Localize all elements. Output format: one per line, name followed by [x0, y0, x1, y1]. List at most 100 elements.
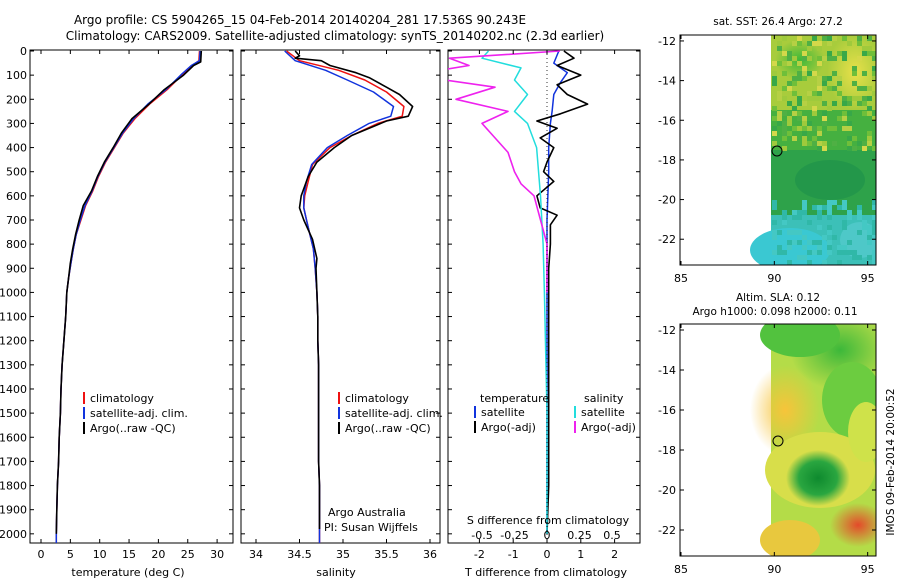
- sst-pixel: [872, 200, 876, 205]
- sst-pixel: [862, 51, 867, 56]
- t-difference-x-label: T difference from climatology: [464, 566, 627, 579]
- sst-pixel: [777, 61, 782, 66]
- sla-map-axes: 85 90 95 -12 -14 -16 -18 -20 -22: [658, 324, 876, 576]
- sst-pixel: [872, 56, 876, 61]
- depth-tick-label: 800: [6, 238, 27, 251]
- sst-pixel: [782, 61, 787, 66]
- sst-pixel: [782, 136, 787, 141]
- t-difference-x-axis: -2 -1 0 1 2: [474, 50, 618, 561]
- sst-pixel: [782, 146, 787, 151]
- sst-pixel: [872, 116, 876, 121]
- sst-pixel: [827, 126, 832, 131]
- salinity-panel-frame: [240, 49, 441, 544]
- sst-pixel: [822, 86, 827, 91]
- sst-pixel: [797, 61, 802, 66]
- sst-pixel: [867, 141, 872, 146]
- sst-pixel: [842, 51, 847, 56]
- sst-pixel: [812, 250, 817, 255]
- sst-pixel: [807, 96, 812, 101]
- sst-pixel: [827, 36, 832, 41]
- sst-pixel: [837, 260, 842, 265]
- map-y-tick-label: -16: [658, 114, 676, 127]
- argo-float-marker: [772, 435, 784, 447]
- sst-pixel: [837, 81, 842, 86]
- x-tick-label: 2: [611, 548, 618, 561]
- depth-tick-label: 1200: [0, 335, 27, 348]
- sst-pixel: [802, 200, 807, 205]
- sst-pixel: [777, 46, 782, 51]
- sst-pixel: [842, 101, 847, 106]
- sla-map-image: [680, 324, 876, 556]
- sst-pixel: [847, 240, 852, 245]
- map-y-tick-label: -12: [658, 324, 676, 337]
- sst-pixel: [847, 136, 852, 141]
- sst-pixel: [782, 220, 787, 225]
- sst-pixel: [827, 240, 832, 245]
- sst-pixel: [792, 56, 797, 61]
- sst-pixel: [872, 235, 876, 240]
- sst-pixel: [777, 245, 782, 250]
- sst-pixel: [802, 121, 807, 126]
- sst-pixel: [852, 250, 857, 255]
- sst-pixel: [832, 101, 837, 106]
- sst-pixel: [787, 245, 792, 250]
- sst-pixel: [817, 126, 822, 131]
- sst-map-title: sat. SST: 26.4 Argo: 27.2: [713, 16, 843, 28]
- sst-pixel: [802, 245, 807, 250]
- x-tick-label: 36: [423, 548, 437, 561]
- legend-label-satellite: satellite-adj. clim.: [345, 407, 443, 420]
- sst-pixel: [817, 210, 822, 215]
- sst-pixel: [787, 260, 792, 265]
- sst-pixel: [817, 146, 822, 151]
- sst-pixel: [872, 260, 876, 265]
- series-line-salinity-argo-adj: [448, 50, 561, 293]
- sst-pixel: [787, 230, 792, 235]
- x-tick-label: 0.25: [567, 529, 592, 542]
- sst-pixel: [822, 121, 827, 126]
- sst-pixel: [827, 106, 832, 111]
- sst-pixel: [807, 56, 812, 61]
- sst-pixel: [857, 255, 862, 260]
- sst-pixel: [857, 86, 862, 91]
- depth-tick-label: 1400: [0, 383, 27, 396]
- sst-pixel: [842, 111, 847, 116]
- sst-pixel: [832, 235, 837, 240]
- sst-pixel: [782, 250, 787, 255]
- sst-pixel: [772, 205, 777, 210]
- sst-pixel: [827, 86, 832, 91]
- sst-pixel: [822, 141, 827, 146]
- sst-pixel: [792, 111, 797, 116]
- sst-pixel: [832, 86, 837, 91]
- sst-pixel: [822, 146, 827, 151]
- series-line-temperature-argo-adj: [536, 50, 589, 534]
- series-line-climatology: [286, 50, 405, 543]
- sst-pixel: [772, 126, 777, 131]
- sst-pixel: [777, 116, 782, 121]
- depth-tick-label: 100: [6, 69, 27, 82]
- sst-pixel: [812, 136, 817, 141]
- sst-pixel: [862, 111, 867, 116]
- note-argo-australia: Argo Australia: [328, 506, 406, 519]
- sst-pixel: [792, 41, 797, 46]
- salinity-legend: climatology satellite-adj. clim. Argo(..…: [338, 392, 443, 435]
- sst-pixel: [772, 76, 777, 81]
- x-tick-label: 34: [249, 548, 263, 561]
- sst-pixel: [822, 235, 827, 240]
- sst-pixel: [822, 111, 827, 116]
- sst-pixel: [872, 71, 876, 76]
- sst-pixel: [817, 76, 822, 81]
- sst-pixel: [827, 210, 832, 215]
- map-y-tick-label: -20: [658, 194, 676, 207]
- sst-pixel: [837, 91, 842, 96]
- sst-pixel: [827, 76, 832, 81]
- depth-tick-label: 500: [6, 166, 27, 179]
- sst-pixel: [847, 141, 852, 146]
- x-tick-label: 20: [151, 548, 165, 561]
- sst-pixel: [822, 116, 827, 121]
- sst-pixel: [837, 51, 842, 56]
- sst-pixel: [807, 250, 812, 255]
- sst-pixel: [782, 51, 787, 56]
- legend-label-argo: Argo(..raw -QC): [345, 422, 431, 435]
- sst-pixel: [797, 210, 802, 215]
- sst-pixel: [772, 141, 777, 146]
